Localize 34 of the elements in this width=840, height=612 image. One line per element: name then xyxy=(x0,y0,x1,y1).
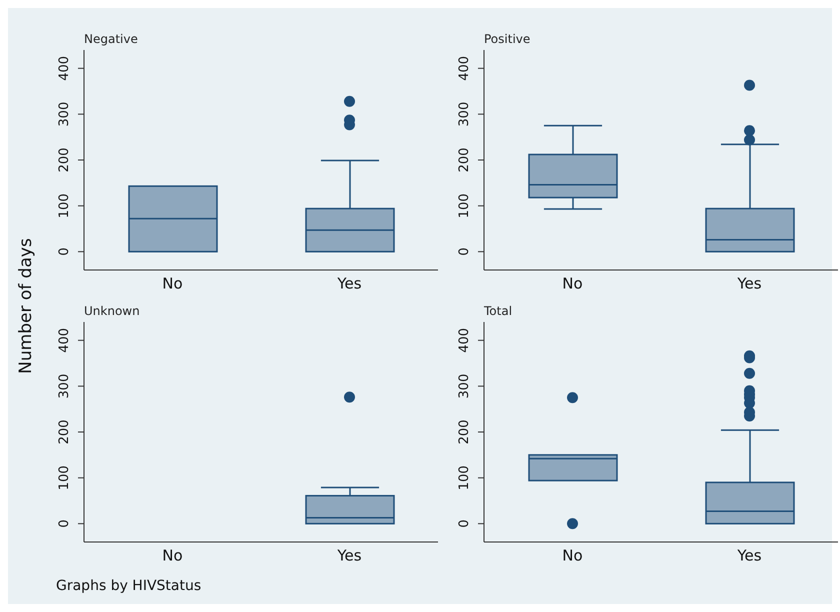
y-tick-label: 300 xyxy=(457,102,472,127)
y-tick-label: 100 xyxy=(57,193,72,218)
x-tick-label: No xyxy=(562,274,583,293)
x-tick-label: No xyxy=(162,274,183,293)
chart-title: Negative xyxy=(84,32,138,46)
y-tick-label: 100 xyxy=(57,465,72,490)
y-tick-label: 300 xyxy=(57,102,72,127)
y-tick-label: 400 xyxy=(457,56,472,81)
x-tick-label: Yes xyxy=(336,274,362,293)
y-tick-label: 0 xyxy=(457,520,472,528)
y-tick-label: 0 xyxy=(57,248,72,256)
y-tick-label: 200 xyxy=(457,420,472,444)
chart-title: Positive xyxy=(484,32,530,46)
y-tick-label: 100 xyxy=(457,465,472,490)
y-tick-label: 300 xyxy=(57,374,72,399)
y-tick-label: 200 xyxy=(57,420,72,444)
y-tick-label: 0 xyxy=(57,520,72,528)
y-axis-title: Number of days xyxy=(16,238,36,374)
y-tick-label: 400 xyxy=(57,328,72,353)
text: Graphs by HIVStatus xyxy=(56,578,202,594)
x-tick-label: Yes xyxy=(736,274,762,293)
x-tick-label: No xyxy=(562,546,583,565)
y-tick-label: 400 xyxy=(57,56,72,81)
chart-title: Unknown xyxy=(84,304,140,318)
y-tick-label: 100 xyxy=(457,193,472,218)
y-tick-label: 0 xyxy=(457,248,472,256)
x-tick-label: Yes xyxy=(736,546,762,565)
y-tick-label: 300 xyxy=(457,374,472,399)
y-tick-label: 400 xyxy=(457,328,472,353)
x-tick-label: Yes xyxy=(336,546,362,565)
y-tick-label: 200 xyxy=(457,148,472,172)
x-tick-label: No xyxy=(162,546,183,565)
chart-title: Total xyxy=(484,304,512,318)
y-tick-label: 200 xyxy=(57,148,72,172)
